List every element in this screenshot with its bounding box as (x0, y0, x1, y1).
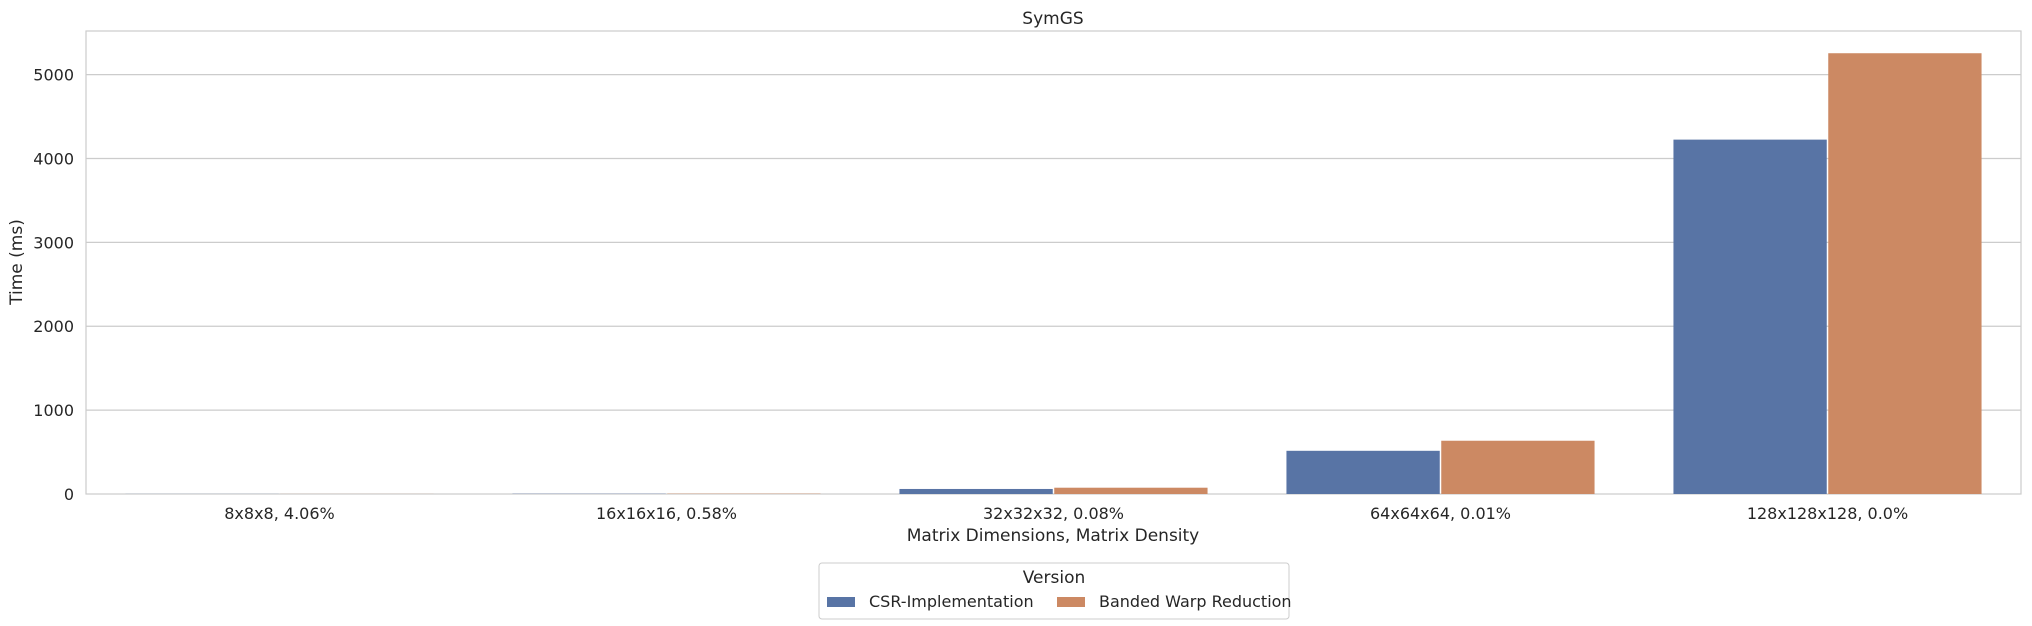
legend-items: CSR-Implementation Banded Warp Reduction (827, 592, 1292, 611)
legend-swatch (827, 597, 855, 607)
plot-area (85, 30, 2022, 495)
y-axis-label: Time (ms) (7, 219, 27, 306)
x-axis-ticks: 8x8x8, 4.06% 16x16x16, 0.58% 32x32x32, 0.0… (224, 504, 1908, 523)
y-axis-ticks: 0 1000 2000 3000 4000 5000 (33, 66, 74, 504)
chart-title: SymGS (1022, 9, 1083, 29)
y-tick-label: 1000 (33, 401, 74, 420)
legend-title: Version (1023, 568, 1086, 588)
bar (1828, 53, 1982, 494)
bars (125, 53, 1982, 494)
y-tick-label: 3000 (33, 233, 74, 252)
legend-frame (818, 562, 1290, 620)
x-tick-label: 8x8x8, 4.06% (224, 504, 334, 523)
bar (1286, 450, 1440, 494)
bar (1441, 440, 1595, 494)
x-tick-label: 64x64x64, 0.01% (1370, 504, 1511, 523)
y-tick-label: 5000 (33, 66, 74, 85)
y-tick-label: 0 (64, 485, 74, 504)
bar (899, 488, 1053, 494)
y-tick-label: 4000 (33, 149, 74, 168)
x-tick-label: 32x32x32, 0.08% (983, 504, 1124, 523)
bar (1673, 139, 1827, 494)
x-tick-label: 128x128x128, 0.0% (1747, 504, 1908, 523)
legend: Version CSR-Implementation Banded Warp Re… (818, 562, 1292, 620)
y-tick-label: 2000 (33, 317, 74, 336)
x-tick-label: 16x16x16, 0.58% (596, 504, 737, 523)
x-axis-label: Matrix Dimensions, Matrix Density (907, 526, 1200, 546)
legend-label: Banded Warp Reduction (1099, 592, 1292, 611)
bar (1054, 487, 1208, 494)
legend-swatch (1057, 597, 1085, 607)
legend-label: CSR-Implementation (869, 592, 1034, 611)
